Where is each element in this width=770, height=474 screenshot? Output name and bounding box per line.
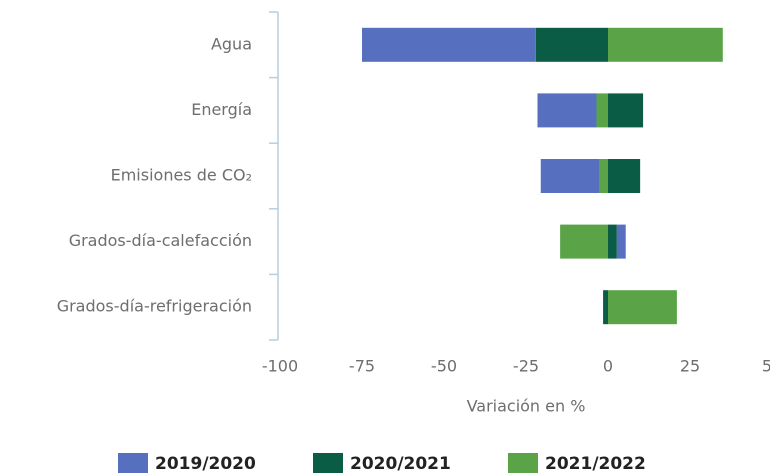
y-tick-label: Agua [211, 34, 252, 53]
legend-label: 2019/2020 [155, 454, 256, 474]
bar [608, 224, 617, 259]
legend-label: 2020/2021 [350, 454, 451, 474]
bar [535, 27, 608, 62]
y-tick-label: Energía [191, 100, 252, 119]
x-tick-label: 25 [680, 357, 700, 376]
legend-swatch [508, 453, 538, 473]
bar [540, 159, 600, 193]
bar [616, 224, 626, 259]
bar [603, 290, 608, 325]
bar [560, 224, 608, 259]
y-tick-label: Emisiones de CO₂ [111, 166, 252, 185]
bar [537, 93, 597, 128]
x-tick-label: -75 [349, 357, 375, 376]
bar [596, 93, 608, 128]
bar [599, 159, 608, 193]
legend-swatch [313, 453, 343, 473]
bar [608, 27, 723, 62]
y-tick-label: Grados-día-calefacción [69, 231, 252, 250]
bar [608, 93, 644, 128]
bar [362, 27, 536, 62]
bar [608, 290, 677, 325]
x-tick-label: 50 [762, 357, 770, 376]
x-tick-label: -50 [431, 357, 457, 376]
x-axis-title: Variación en % [467, 397, 586, 416]
x-tick-label: 0 [603, 357, 613, 376]
y-tick-label: Grados-día-refrigeración [57, 297, 252, 316]
x-tick-label: -25 [513, 357, 539, 376]
bar [608, 159, 641, 193]
legend-label: 2021/2022 [545, 454, 646, 474]
legend-swatch [118, 453, 148, 473]
x-tick-label: -100 [262, 357, 298, 376]
